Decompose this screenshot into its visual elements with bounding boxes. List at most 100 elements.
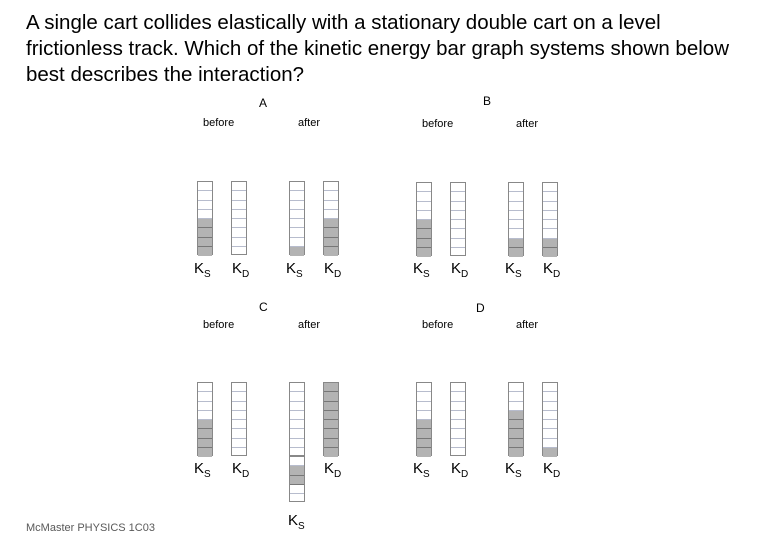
bar-segment [232,247,246,256]
k-symbol: K [194,460,205,477]
bar-segment [543,420,557,430]
k-symbol: K [194,260,205,277]
bar-segment [324,219,338,229]
ks-before-bar [197,382,213,457]
bar-segment [417,202,431,211]
bar-segment [290,439,304,448]
bar-segment [509,183,523,193]
bar-segment [198,246,212,256]
bar-segment [451,229,465,239]
bar-segment [451,429,465,439]
bar-segment [232,210,246,219]
k-subscript: S [296,269,303,280]
bar-segment [290,466,304,476]
bar-segment [232,191,246,201]
bar-segment [417,247,431,257]
bar-segment [324,201,338,210]
ks-after-bar [289,382,305,456]
bar-segment [543,183,557,193]
bar-segment [417,229,431,239]
bar-segment [232,228,246,238]
kd-label: KD [451,460,468,480]
ks-label: KS [413,460,430,480]
before-label: before [422,118,454,130]
bar-segment [290,201,304,210]
bar-segment [232,383,246,393]
bar-segment [451,248,465,257]
bar-segment [417,420,431,430]
bar-segment [509,211,523,220]
bar-segment [451,402,465,411]
ks-before-bar [197,181,213,256]
bar-segment [451,420,465,430]
bar-segment [451,211,465,220]
after-label: after [516,319,539,331]
bar-segment [543,247,557,257]
bar-segment [290,429,304,439]
bar-segment [232,238,246,247]
bar-segment [198,383,212,393]
kd-label: KD [451,260,468,280]
bar-segment [198,429,212,439]
k-symbol: K [413,260,424,277]
kd-label: KD [232,260,249,280]
after-label: after [516,118,539,130]
bar-segment [417,183,431,193]
kd-label: KD [232,460,249,480]
bar-segment [324,182,338,192]
k-symbol: K [324,260,335,277]
kd-label: KD [324,460,341,480]
bar-segment [509,383,523,393]
ks-after-bar [508,382,524,457]
bar-segment [543,411,557,420]
bar-segment [509,229,523,239]
bar-segment [232,402,246,411]
k-subscript: D [242,269,250,280]
bar-segment [543,447,557,457]
k-symbol: K [505,260,516,277]
bar-segment [509,429,523,439]
bar-segment [509,238,523,248]
bar-segment [417,402,431,411]
bar-segment [232,182,246,192]
option-letter-b: B [483,94,492,108]
bar-segment [324,438,338,448]
ks-label: KS [505,260,522,280]
k-symbol: K [286,260,297,277]
option-letter-c: C [259,300,268,314]
bar-segment [290,246,304,256]
kd-after-bar [542,382,558,457]
k-symbol: K [451,260,462,277]
bar-segment [324,246,338,256]
k-subscript: D [461,269,469,280]
bar-segment [290,182,304,192]
option-letter-a: A [259,96,268,110]
bar-segment [324,410,338,420]
k-subscript: D [334,269,342,280]
after-label: after [298,319,321,331]
bar-segment [509,220,523,230]
ks-before-bar [416,382,432,457]
bar-segment [417,238,431,248]
question-text: A single cart collides elastically with … [26,11,729,86]
bar-segment [324,429,338,439]
before-label: before [203,319,235,331]
bar-segment [543,439,557,448]
bar-segment [417,438,431,448]
bar-segment [290,228,304,238]
bar-segment [543,229,557,239]
k-subscript: S [298,521,305,532]
ks-after-bar [289,181,305,256]
bar-segment [290,238,304,247]
bar-segment [509,192,523,202]
kd-label: KD [324,260,341,280]
kd-after-bar [542,182,558,257]
kd-before-bar [450,382,466,456]
bar-segment [417,429,431,439]
kd-before-bar [450,182,466,256]
k-subscript: D [242,469,250,480]
bar-segment [543,238,557,248]
after-label: after [298,117,321,129]
bar-segment [324,447,338,457]
bar-segment [198,191,212,201]
